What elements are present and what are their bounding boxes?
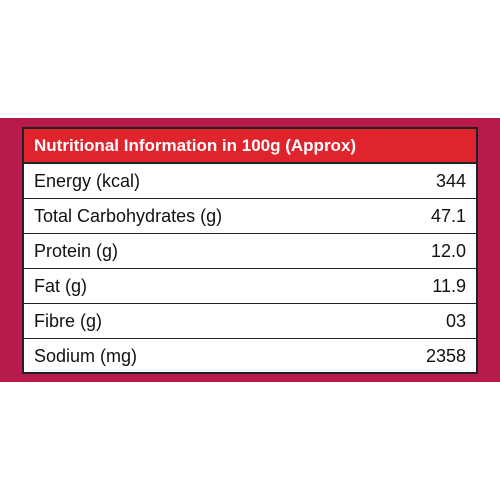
row-value: 2358	[425, 346, 466, 366]
row-label: Protein (g)	[34, 240, 119, 261]
row-label: Energy (kcal)	[34, 170, 141, 191]
row-value: 03	[445, 310, 466, 331]
row-label: Fat (g)	[34, 275, 88, 296]
table-row: Total Carbohydrates (g) 47.1	[24, 199, 476, 234]
table-row: Sodium (mg) 2358	[24, 339, 476, 374]
row-value: 12.0	[430, 240, 466, 261]
table-row: Energy (kcal) 344	[24, 164, 476, 199]
row-value: 11.9	[432, 275, 466, 296]
nutrition-table: Nutritional Information in 100g (Approx)…	[22, 127, 478, 374]
row-label: Fibre (g)	[34, 310, 103, 331]
row-label: Total Carbohydrates (g)	[34, 205, 223, 226]
table-row: Fibre (g) 03	[24, 304, 476, 339]
table-title: Nutritional Information in 100g (Approx)	[24, 129, 476, 164]
table-row: Fat (g) 11.9	[24, 269, 476, 304]
row-value: 344	[435, 170, 466, 191]
table-row: Protein (g) 12.0	[24, 234, 476, 269]
table-body: Energy (kcal) 344 Total Carbohydrates (g) 4…	[24, 164, 476, 374]
row-label: Sodium (mg)	[34, 346, 138, 366]
row-value: 47.1	[430, 205, 466, 226]
